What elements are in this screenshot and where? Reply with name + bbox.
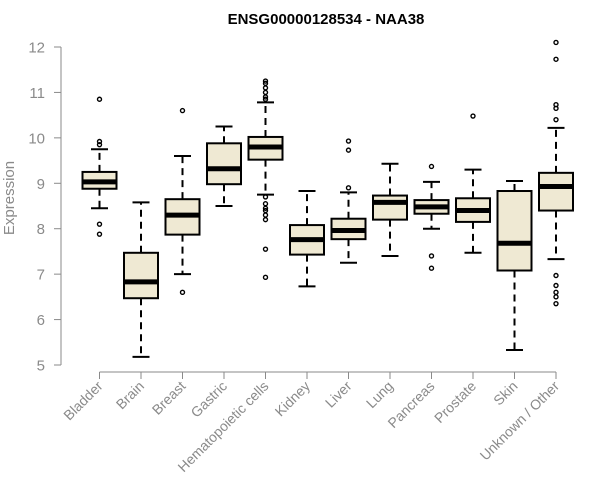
outlier-point (553, 300, 559, 307)
x-tick-label: Breast (149, 378, 189, 418)
box-kidney (289, 190, 325, 288)
box-lung (372, 162, 408, 257)
x-tick-label: Unknown / Other (477, 378, 563, 464)
box-breast (164, 107, 201, 296)
outlier-point (262, 94, 269, 100)
boxes (81, 39, 574, 358)
outlier-point (262, 205, 269, 211)
outlier-point (262, 89, 269, 96)
chart-title: ENSG00000128534 - NAA38 (228, 11, 425, 28)
x-tick-label: Bladder (60, 378, 106, 424)
outlier-point (96, 221, 103, 227)
outlier-point (428, 163, 435, 170)
outlier-point (553, 116, 559, 123)
outlier-point (262, 201, 269, 207)
x-tick-label: Skin (490, 378, 521, 409)
outlier-point (262, 78, 269, 84)
box-pancreas (413, 163, 450, 271)
iqr-box (538, 171, 574, 212)
outlier-point (553, 105, 559, 112)
x-tick-label: Liver (322, 378, 355, 411)
outlier-point (428, 253, 435, 259)
outlier-point (179, 289, 186, 296)
box-bladder (81, 96, 118, 237)
outlier-point (345, 147, 352, 153)
iqr-box (206, 142, 242, 186)
outlier-point (96, 231, 103, 237)
y-axis-label: Expression (1, 161, 18, 235)
outlier-point (470, 113, 476, 119)
outlier-point (96, 141, 103, 148)
outlier-point (179, 107, 186, 114)
outlier-point (553, 294, 559, 300)
box-unknown-other (538, 39, 574, 307)
outlier-point (262, 85, 269, 91)
y-tick-label: 11 (29, 85, 45, 102)
outlier-point (262, 212, 269, 218)
outlier-point (96, 138, 103, 145)
box-brain (123, 201, 159, 358)
box-hematopoietic-cells (247, 78, 284, 281)
box-gastric (206, 125, 242, 207)
iqr-box (372, 194, 408, 221)
y-tick-label: 8 (37, 221, 45, 238)
y-tick-label: 5 (37, 358, 45, 375)
outlier-point (262, 194, 269, 200)
x-tick-label: Lung (363, 378, 396, 411)
y-tick-label: 12 (28, 40, 45, 57)
box-skin (496, 180, 533, 352)
iqr-box (123, 251, 159, 300)
outlier-point (262, 216, 269, 223)
x-tick-label: Kidney (272, 378, 314, 420)
outlier-point (345, 185, 352, 191)
outlier-point (96, 96, 103, 102)
box-prostate (455, 113, 491, 254)
outlier-point (553, 289, 559, 296)
outlier-point (553, 272, 559, 279)
outlier-point (262, 96, 269, 102)
outlier-point (553, 282, 559, 289)
outlier-point (262, 274, 269, 281)
x-tick-label: Brain (113, 378, 147, 412)
y-tick-label: 7 (37, 267, 45, 284)
y-tick-label: 10 (28, 130, 45, 147)
outlier-point (262, 246, 269, 252)
iqr-box (496, 190, 533, 272)
outlier-point (428, 265, 435, 271)
y-tick-label: 6 (37, 312, 45, 329)
box-liver (330, 138, 367, 264)
outlier-point (553, 56, 559, 62)
x-tick-label: Prostate (431, 378, 479, 426)
outlier-point (345, 138, 352, 144)
y-tick-label: 9 (37, 176, 45, 193)
outlier-point (553, 39, 559, 46)
